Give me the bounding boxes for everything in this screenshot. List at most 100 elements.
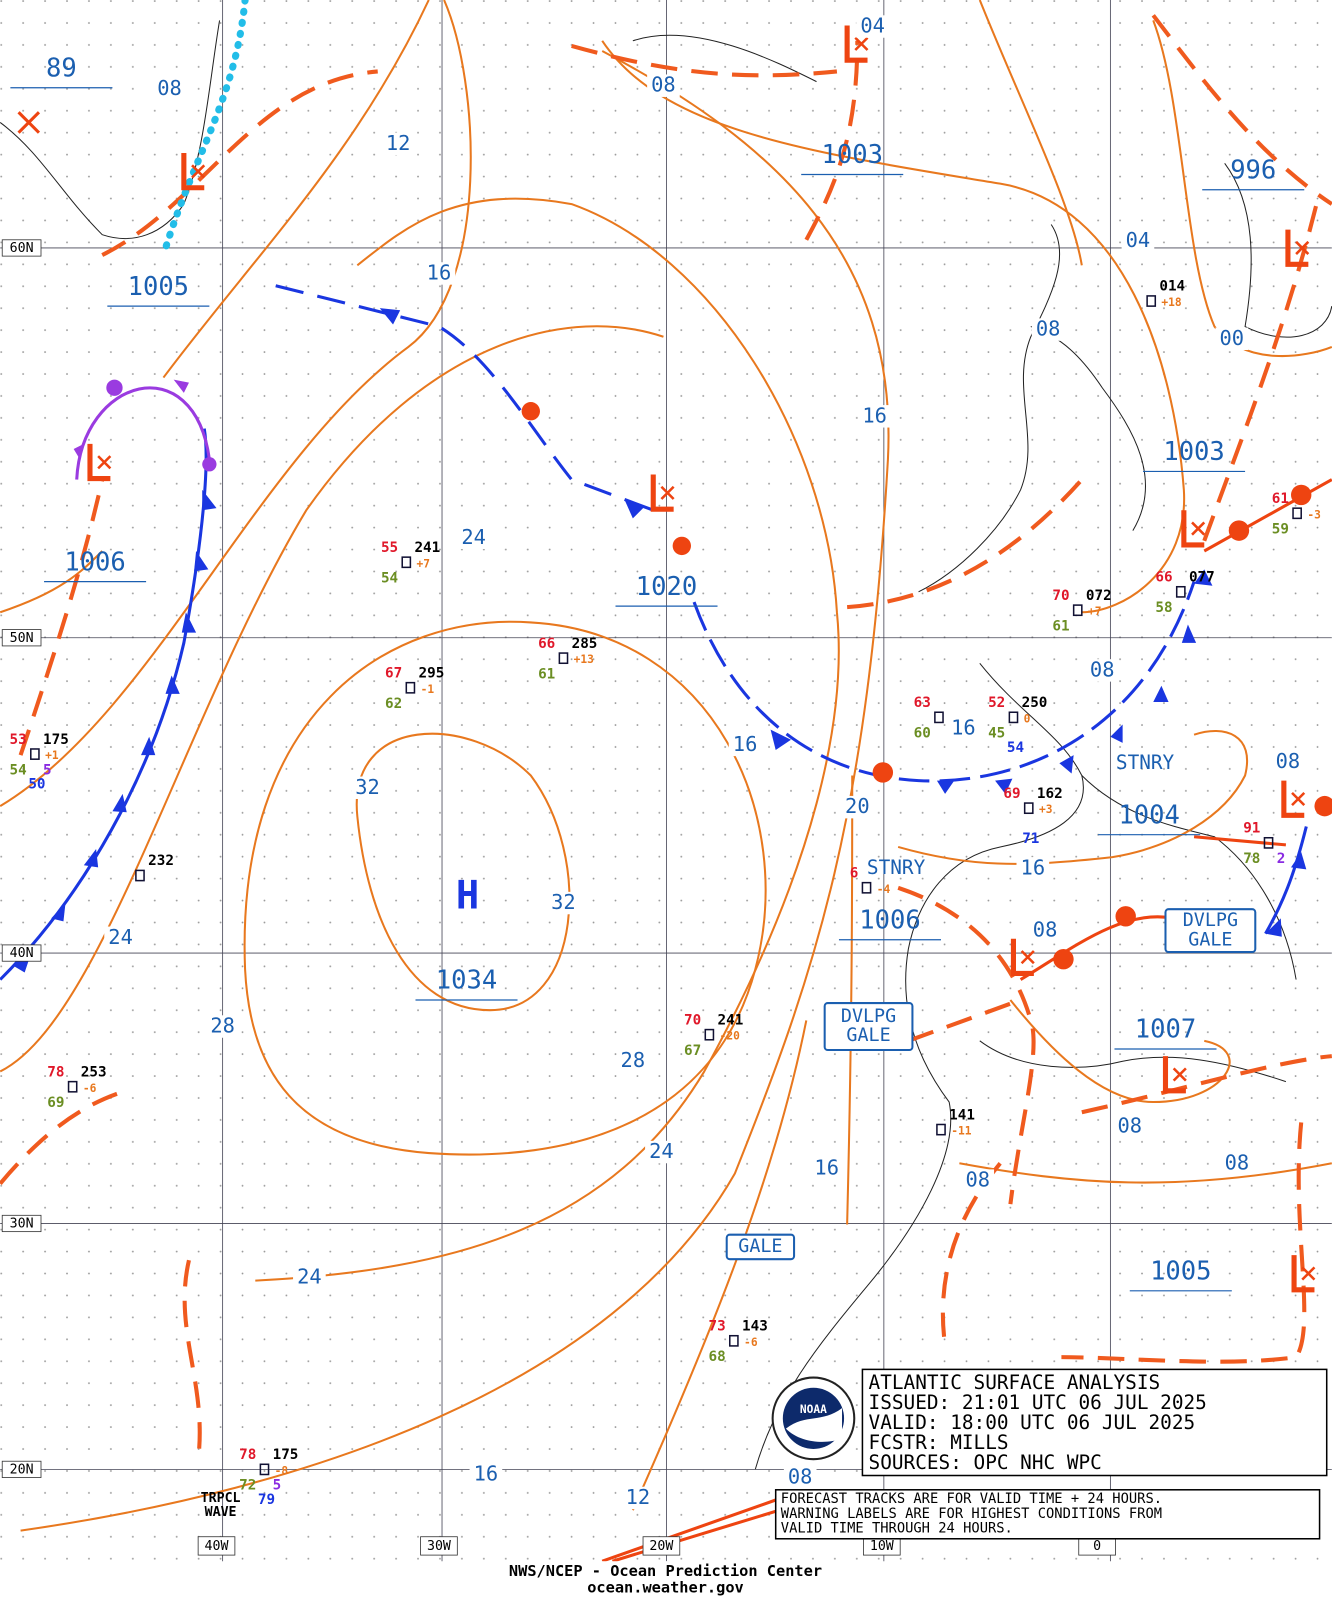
pressure-label: 1006	[64, 547, 125, 577]
station-tendency: -1	[421, 683, 435, 696]
station-temp: 70	[1052, 588, 1069, 604]
isobar-label: 16	[474, 1461, 499, 1485]
station-dew: 61	[538, 666, 555, 682]
station-dew: 72	[239, 1478, 256, 1494]
lon-box	[642, 1536, 681, 1556]
isobar-label-bg	[1215, 327, 1249, 350]
station-temp: 91	[1243, 821, 1260, 837]
isobar-label-bg	[153, 77, 186, 100]
isobar-label-bg	[783, 1466, 817, 1489]
warning-label: DVLPG	[1183, 910, 1238, 931]
station-symbol	[405, 681, 416, 694]
isobar-label: 28	[621, 1048, 646, 1072]
lat-label: 20N	[10, 1462, 34, 1477]
lat-label: 30N	[10, 1216, 34, 1231]
station-tendency: -20	[720, 1030, 741, 1043]
info-line: ATLANTIC SURFACE ANALYSIS	[869, 1371, 1161, 1394]
station-weather: 5	[43, 762, 52, 778]
station-symbol	[1146, 295, 1157, 307]
low-x	[97, 455, 112, 470]
station-sst: 79	[258, 1492, 275, 1508]
notes-box	[774, 1489, 1321, 1540]
isobar-label-bg	[616, 1050, 650, 1073]
isobar-label: 16	[862, 403, 887, 427]
low-x	[660, 485, 675, 500]
isobar-label: 08	[1036, 317, 1061, 341]
pressure-label: 1007	[1135, 1015, 1196, 1045]
isobar-label: 16	[427, 260, 452, 284]
station-pressure: 241	[414, 540, 440, 556]
isobar-label: 08	[1117, 1114, 1142, 1138]
station-dew: 45	[988, 726, 1005, 742]
station-temp: 73	[709, 1319, 726, 1335]
isobar-label: 16	[733, 732, 758, 756]
isobar-label: 08	[1276, 749, 1301, 773]
isobar-label-bg	[810, 1157, 844, 1180]
station-temp: 53	[10, 732, 27, 748]
low-x	[1020, 950, 1035, 965]
isobar-label: 24	[108, 925, 133, 949]
isobar-label-bg	[547, 891, 580, 915]
station-dew: 58	[1155, 600, 1172, 616]
pressure-label: 1003	[822, 140, 883, 170]
pressure-label: 89	[46, 53, 77, 83]
isobar-label: 32	[355, 775, 380, 799]
station-tendency: -3	[1307, 508, 1321, 521]
info-box	[861, 1368, 1328, 1477]
low-symbol	[650, 474, 674, 512]
isobar-label-bg	[351, 776, 384, 799]
isobar-label: 16	[814, 1155, 839, 1179]
low-x	[1301, 1266, 1316, 1281]
isobar-label-bg	[858, 405, 891, 428]
station-pressure: 077	[1189, 570, 1215, 586]
isobar-label: 08	[1033, 918, 1058, 942]
station-tendency: +18	[1161, 296, 1182, 309]
isobar-label-bg	[469, 1463, 503, 1486]
coastlines	[0, 20, 1332, 1470]
station-temp: 55	[381, 540, 398, 556]
isobar-label-bg	[947, 717, 980, 740]
note-line: VALID TIME THROUGH 24 HOURS.	[781, 1521, 1013, 1537]
isobar-label-bg	[104, 926, 137, 949]
station-sst: 50	[28, 777, 45, 793]
low-symbol	[1281, 780, 1305, 818]
isobar-label-bg	[1085, 659, 1119, 682]
isobar-label: 16	[951, 716, 976, 740]
low-x	[1191, 521, 1206, 536]
low-symbol	[181, 153, 205, 191]
station-tendency: -6	[83, 1082, 97, 1095]
station-temp: 67	[385, 665, 402, 681]
high-symbol: H	[456, 873, 479, 918]
isobar-label: 08	[1090, 657, 1115, 681]
lat-box	[1, 239, 42, 257]
isobar-label-bg	[422, 262, 456, 285]
station-pressure: 072	[1086, 588, 1112, 604]
station-dew: 59	[1272, 522, 1289, 538]
station-pressure: 143	[742, 1319, 768, 1335]
station-tendency: 0	[1024, 712, 1031, 725]
isobar-label: 24	[297, 1265, 322, 1289]
warning-label: DVLPG	[841, 1006, 896, 1027]
lat-label: 50N	[10, 631, 34, 646]
isobar-label: 04	[860, 14, 885, 38]
station-symbol	[729, 1334, 739, 1347]
station-weather: 5	[273, 1478, 282, 1494]
isobars	[0, 0, 1332, 1532]
station-symbol	[558, 652, 569, 665]
station-dew: 60	[914, 726, 931, 742]
low-x	[1291, 791, 1306, 807]
wave-label: WAVE	[205, 1505, 237, 1520]
info-line: ISSUED: 21:01 UTC 06 JUL 2025	[869, 1391, 1207, 1414]
isobar-label-bg	[1016, 857, 1050, 880]
low-symbol	[87, 443, 111, 482]
station-dew: 68	[709, 1349, 726, 1365]
station-pressure: 250	[1022, 695, 1048, 711]
low-x	[17, 111, 41, 134]
isobar-label: 08	[651, 73, 676, 97]
low-x	[1295, 240, 1310, 255]
station-symbol	[1072, 604, 1083, 617]
station-dew: 69	[47, 1095, 64, 1111]
station-symbol	[1008, 711, 1019, 724]
station-temp: 52	[988, 695, 1005, 711]
warning-label: GALE	[1188, 929, 1232, 950]
